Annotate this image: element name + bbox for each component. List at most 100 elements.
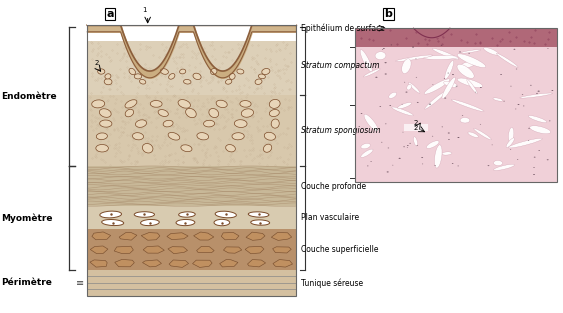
Text: 1: 1	[142, 7, 146, 13]
Polygon shape	[273, 259, 293, 267]
Bar	[355, 28, 557, 182]
Ellipse shape	[125, 109, 133, 117]
Ellipse shape	[229, 73, 235, 80]
Ellipse shape	[405, 92, 408, 93]
Ellipse shape	[181, 145, 192, 151]
Bar	[355, 28, 557, 47]
Text: Endomètre: Endomètre	[1, 92, 57, 101]
Ellipse shape	[429, 104, 431, 105]
Ellipse shape	[225, 79, 232, 84]
Ellipse shape	[135, 74, 142, 79]
Ellipse shape	[421, 157, 423, 158]
Ellipse shape	[397, 102, 412, 109]
Ellipse shape	[452, 74, 454, 75]
Ellipse shape	[204, 120, 215, 127]
Ellipse shape	[538, 91, 540, 92]
Ellipse shape	[413, 137, 418, 146]
Polygon shape	[196, 246, 214, 253]
Ellipse shape	[403, 146, 405, 147]
Ellipse shape	[269, 100, 280, 108]
Ellipse shape	[180, 69, 186, 74]
Polygon shape	[271, 233, 292, 240]
Bar	[87, 207, 296, 229]
Ellipse shape	[150, 100, 162, 107]
Ellipse shape	[375, 52, 386, 60]
Ellipse shape	[271, 119, 279, 128]
Text: b: b	[385, 9, 392, 19]
Ellipse shape	[263, 144, 272, 152]
Ellipse shape	[508, 127, 514, 142]
Ellipse shape	[432, 48, 459, 60]
Ellipse shape	[510, 149, 511, 150]
Ellipse shape	[442, 77, 455, 99]
Ellipse shape	[484, 48, 499, 55]
Ellipse shape	[215, 211, 236, 218]
Text: Couche superficielle: Couche superficielle	[301, 245, 379, 254]
Text: 2: 2	[94, 60, 99, 66]
Ellipse shape	[493, 98, 503, 101]
Polygon shape	[169, 260, 189, 267]
Polygon shape	[246, 232, 265, 240]
Ellipse shape	[92, 100, 105, 108]
Polygon shape	[143, 246, 164, 253]
Ellipse shape	[448, 139, 450, 140]
Ellipse shape	[533, 174, 535, 175]
Ellipse shape	[468, 132, 479, 137]
Polygon shape	[245, 246, 264, 254]
Ellipse shape	[385, 62, 387, 63]
Ellipse shape	[415, 77, 417, 78]
Ellipse shape	[517, 104, 520, 105]
Polygon shape	[221, 233, 239, 240]
Ellipse shape	[214, 219, 230, 226]
Ellipse shape	[186, 108, 196, 118]
Ellipse shape	[158, 110, 168, 116]
Ellipse shape	[473, 128, 491, 140]
Text: Plan vasculaire: Plan vasculaire	[301, 213, 359, 223]
Bar	[87, 6, 296, 25]
Ellipse shape	[129, 68, 136, 75]
Ellipse shape	[517, 159, 519, 160]
Ellipse shape	[412, 47, 414, 48]
Polygon shape	[194, 232, 214, 240]
Bar	[87, 25, 296, 296]
Ellipse shape	[401, 104, 403, 105]
Ellipse shape	[125, 100, 137, 108]
Ellipse shape	[547, 48, 548, 49]
Ellipse shape	[520, 93, 553, 98]
Ellipse shape	[100, 211, 122, 218]
Text: Myomètre: Myomètre	[1, 213, 52, 223]
Ellipse shape	[435, 145, 442, 168]
Polygon shape	[119, 233, 137, 240]
Polygon shape	[142, 260, 162, 267]
Ellipse shape	[500, 74, 502, 75]
Ellipse shape	[392, 107, 413, 116]
Ellipse shape	[497, 53, 518, 67]
Ellipse shape	[451, 100, 484, 111]
Ellipse shape	[105, 74, 111, 79]
Ellipse shape	[551, 90, 553, 91]
Ellipse shape	[209, 109, 218, 118]
Ellipse shape	[444, 81, 458, 87]
Ellipse shape	[417, 145, 418, 146]
Ellipse shape	[100, 109, 111, 117]
Ellipse shape	[193, 73, 201, 80]
Bar	[87, 41, 296, 95]
Polygon shape	[224, 247, 242, 253]
Ellipse shape	[423, 55, 458, 59]
Ellipse shape	[141, 219, 159, 226]
Ellipse shape	[448, 132, 450, 133]
Ellipse shape	[409, 143, 411, 144]
Ellipse shape	[390, 105, 391, 106]
Ellipse shape	[536, 93, 538, 94]
Ellipse shape	[417, 102, 419, 103]
Ellipse shape	[461, 49, 481, 53]
Ellipse shape	[232, 133, 244, 140]
Ellipse shape	[480, 124, 481, 125]
Ellipse shape	[388, 92, 396, 98]
Ellipse shape	[494, 161, 503, 166]
Text: ≡: ≡	[77, 278, 84, 288]
Ellipse shape	[488, 165, 489, 166]
Text: Tunique séreuse: Tunique séreuse	[301, 278, 363, 288]
Polygon shape	[114, 246, 133, 253]
Ellipse shape	[547, 159, 548, 160]
